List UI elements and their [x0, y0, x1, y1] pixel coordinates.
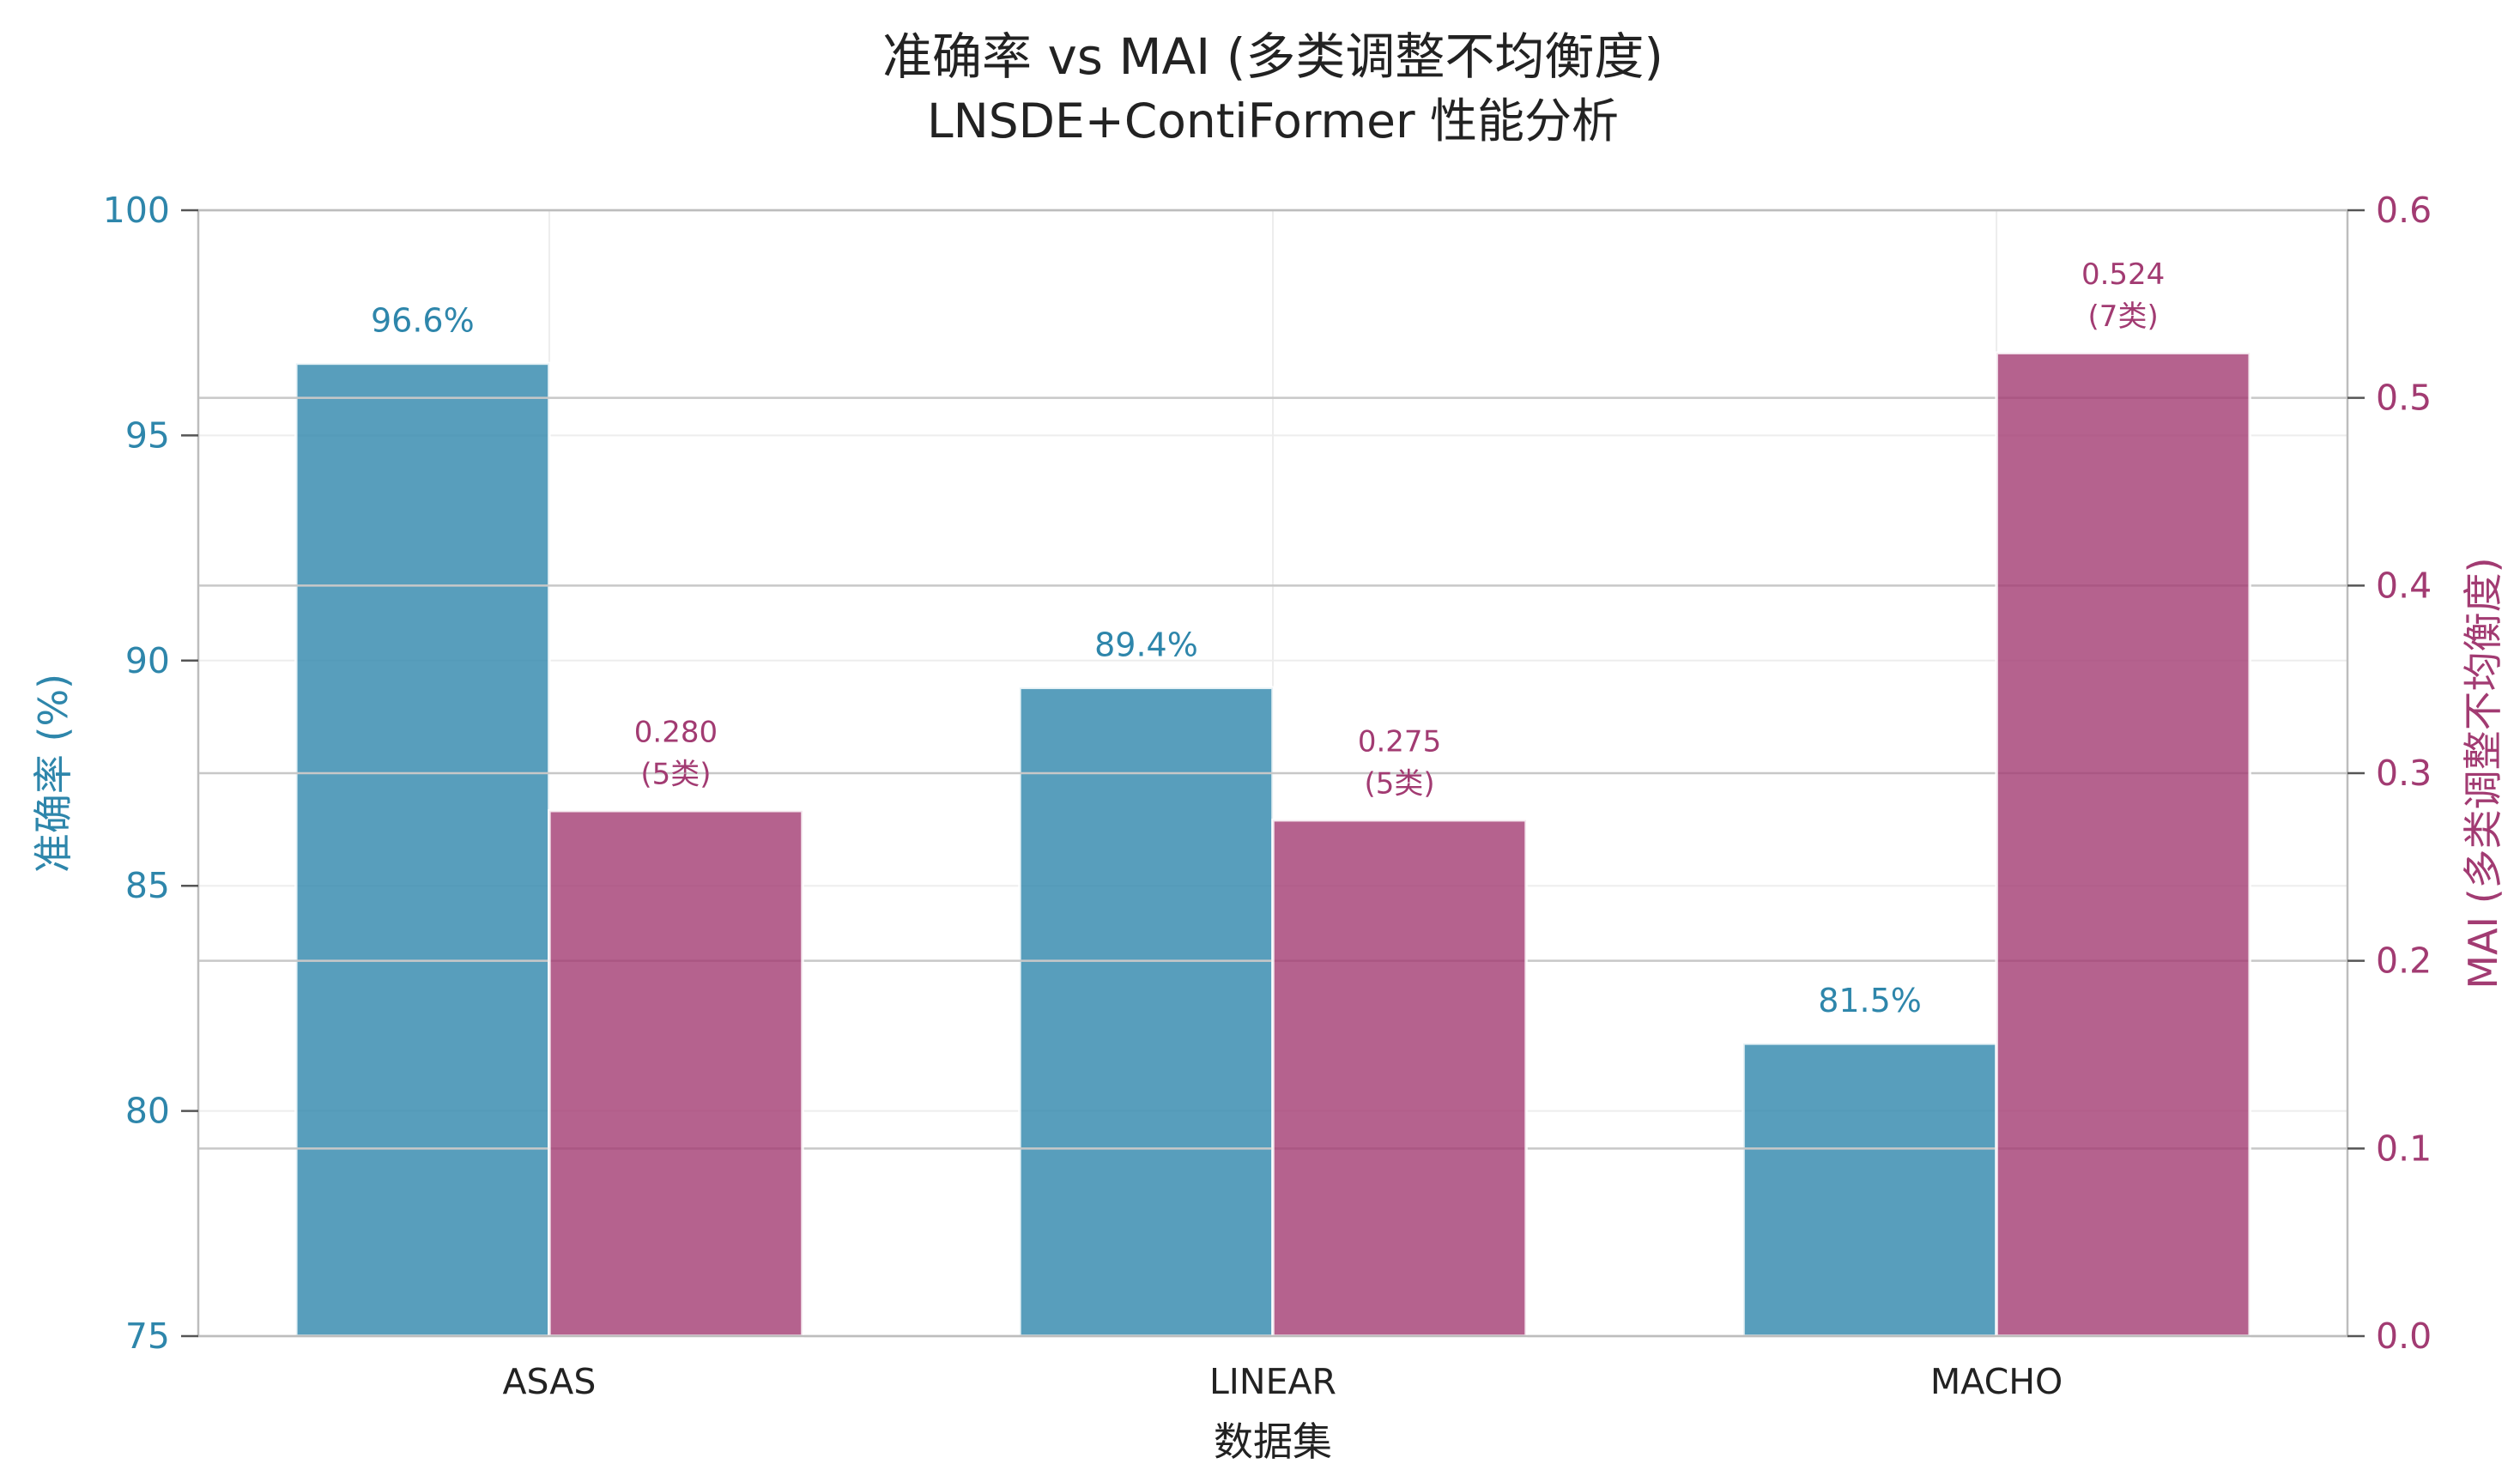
- right-tick-label: 0.5: [2376, 378, 2432, 419]
- chart-title: 准确率 vs MAI (多类调整不均衡度): [882, 27, 1663, 86]
- accuracy-bars: [294, 361, 1998, 1338]
- x-tick-label-linear: LINEAR: [1209, 1361, 1336, 1402]
- accuracy-bar-asas: [294, 361, 551, 1338]
- accuracy-value-label: 89.4%: [1094, 626, 1198, 663]
- mai-value-label: 0.275: [1358, 725, 1441, 759]
- x-tick-label-asas: ASAS: [502, 1361, 596, 1402]
- accuracy-value-label: 81.5%: [1818, 982, 1922, 1019]
- mai-value-label: 0.524: [2081, 257, 2165, 292]
- accuracy-bar-macho: [1742, 1042, 1998, 1338]
- right-tick-label: 0.0: [2376, 1316, 2432, 1357]
- right-tick-label: 0.2: [2376, 941, 2432, 982]
- mai-bar-asas: [548, 808, 804, 1338]
- x-tick-label-macho: MACHO: [1930, 1361, 2063, 1402]
- right-axis-ticks: 0.0 0.1 0.2 0.3 0.4 0.5 0.6: [2347, 190, 2432, 1357]
- mai-value-label: 0.280: [634, 716, 718, 750]
- left-axis-ticks: 75 80 85 90 95 100: [103, 190, 198, 1357]
- left-tick-label: 85: [125, 865, 170, 906]
- chart-subtitle: LNSDE+ContiFormer 性能分析: [927, 94, 1619, 148]
- mai-bar-macho: [1995, 351, 2251, 1338]
- x-axis-label: 数据集: [1214, 1418, 1332, 1465]
- left-tick-label: 95: [125, 414, 170, 456]
- left-tick-label: 75: [125, 1316, 170, 1357]
- left-tick-label: 80: [125, 1091, 170, 1132]
- left-tick-label: 90: [125, 640, 170, 681]
- right-tick-label: 0.3: [2376, 753, 2432, 794]
- mai-class-count-label: (5类): [1364, 767, 1434, 801]
- right-axis-label: MAI (多类调整不均衡度): [2460, 557, 2506, 989]
- right-tick-label: 0.6: [2376, 190, 2432, 231]
- accuracy-value-labels: 96.6% 89.4% 81.5%: [371, 301, 1922, 1019]
- mai-class-count-label: (7类): [2088, 299, 2159, 334]
- left-tick-label: 100: [103, 190, 170, 231]
- mai-bar-linear: [1271, 818, 1528, 1338]
- accuracy-bar-linear: [1018, 686, 1275, 1338]
- left-axis-label: 准确率 (%): [30, 674, 76, 873]
- accuracy-value-label: 96.6%: [371, 301, 475, 339]
- mai-value-labels: 0.280 (5类) 0.275 (5类) 0.524 (7类): [634, 257, 2166, 801]
- right-tick-label: 0.1: [2376, 1128, 2432, 1169]
- mai-class-count-label: (5类): [640, 758, 711, 792]
- x-axis-ticks: ASAS LINEAR MACHO: [502, 1361, 2063, 1402]
- right-tick-label: 0.4: [2376, 565, 2432, 606]
- mai-bars: [548, 351, 2251, 1338]
